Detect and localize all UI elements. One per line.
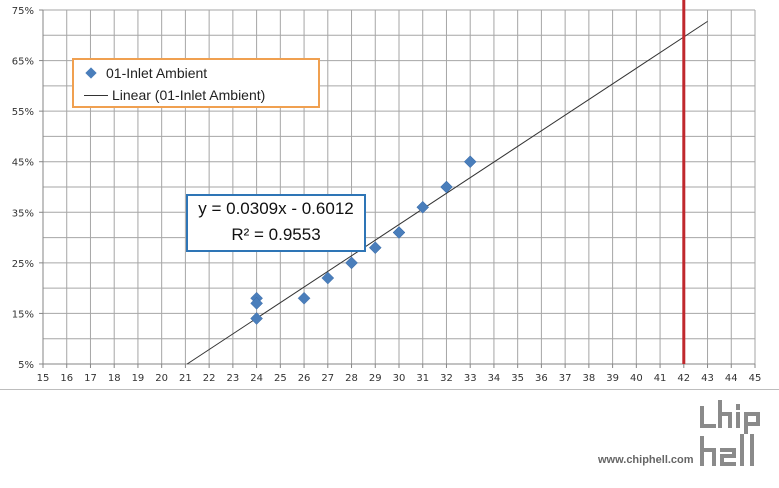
x-tick-label: 35 [511,373,524,384]
y-tick-label: 5% [18,360,34,371]
data-point [368,241,382,255]
x-tick-label: 20 [155,373,168,384]
trendline-equation-box: y = 0.0309x - 0.6012 R² = 0.9553 [186,194,366,252]
y-tick-label: 75% [12,6,34,17]
y-tick-label: 25% [12,259,34,270]
x-tick-label: 34 [488,373,501,384]
x-tick-label: 27 [321,373,334,384]
y-tick-label: 55% [12,107,34,118]
x-tick-label: 36 [535,373,548,384]
x-tick-label: 42 [677,373,690,384]
x-tick-label: 39 [606,373,619,384]
x-tick-label: 29 [369,373,382,384]
x-tick-label: 16 [60,373,73,384]
x-tick-label: 22 [203,373,216,384]
x-tick-label: 25 [274,373,287,384]
x-tick-label: 21 [179,373,192,384]
x-tick-label: 45 [749,373,762,384]
x-tick-label: 24 [250,373,263,384]
data-point [297,291,311,305]
x-tick-label: 30 [393,373,406,384]
x-tick-label: 28 [345,373,358,384]
legend-label-trendline: Linear (01-Inlet Ambient) [112,87,266,103]
data-point [463,155,477,169]
y-tick-label: 35% [12,208,34,219]
trendline [186,20,708,365]
legend-label-scatter: 01-Inlet Ambient [106,65,208,81]
points-layer [250,155,477,325]
x-tick-label: 15 [37,373,50,384]
x-tick-label: 26 [298,373,311,384]
line-marker-icon [84,94,108,96]
y-tick-label: 65% [12,57,34,68]
legend-entry-scatter: 01-Inlet Ambient [84,63,207,83]
data-point [392,226,406,239]
x-tick-label: 18 [108,373,121,384]
watermark-url: www.chiphell.com [598,454,694,466]
chart-area: 15 16 17 18 19 20 21 22 23 24 25 26 27 28 29 30 31 32 33 34… [0,0,779,390]
chiphell-logo-icon [700,400,760,466]
x-tick-label: 17 [84,373,97,384]
legend-entry-trendline: Linear (01-Inlet Ambient) [84,85,265,105]
x-tick-label: 38 [582,373,595,384]
equation-text: y = 0.0309x - 0.6012 [198,199,354,218]
x-tick-label: 43 [701,373,714,384]
trendline-layer [186,20,708,365]
data-point [440,180,453,194]
data-point [321,271,335,285]
y-tick-label: 15% [12,309,34,320]
watermark: www.chiphell.com [598,398,768,470]
r-squared-text: R² = 0.9553 [231,225,321,244]
x-tick-label: 41 [654,373,667,384]
y-tick-label: 45% [12,158,34,169]
data-point [250,296,263,310]
x-tick-label: 40 [630,373,643,384]
data-point [250,312,263,325]
x-tick-label: 32 [440,373,453,384]
data-point [345,256,358,270]
x-tick-label: 31 [416,373,429,384]
x-tick-label: 37 [559,373,572,384]
diamond-marker-icon [84,67,98,79]
legend: 01-Inlet Ambient Linear (01-Inlet Ambien… [72,58,320,108]
x-tick-label: 19 [132,373,145,384]
data-point [416,200,430,214]
x-tick-label: 44 [725,373,738,384]
x-tick-label: 23 [226,373,239,384]
axis-layer: 15 16 17 18 19 20 21 22 23 24 25 26 27 28 29 30 31 32 33 34… [12,6,762,384]
x-tick-label: 33 [464,373,477,384]
